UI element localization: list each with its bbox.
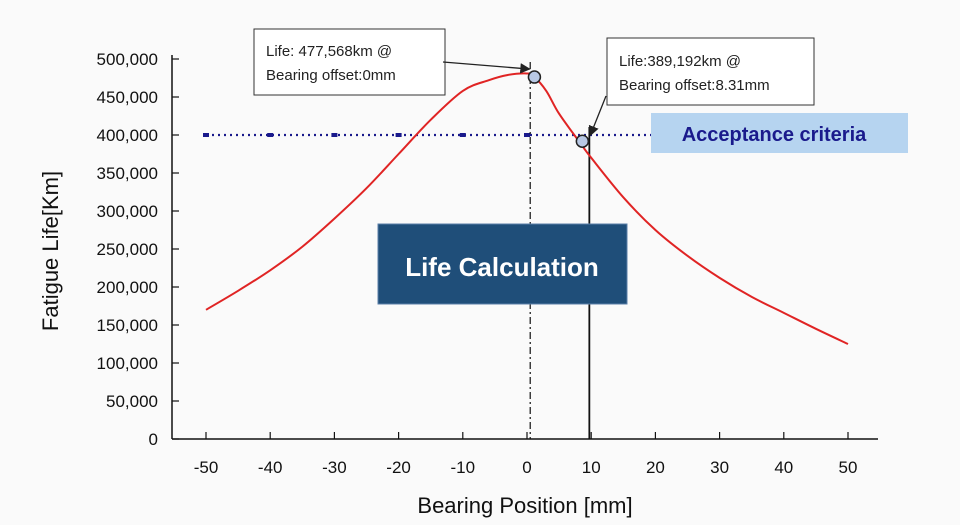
y-tick-label: 50,000 bbox=[106, 392, 158, 411]
y-tick-label: 300,000 bbox=[97, 202, 158, 221]
annotations-group: Life: 477,568km @ Bearing offset:0mm Life:… bbox=[253, 28, 815, 137]
x-tick-label: -40 bbox=[258, 458, 283, 477]
y-tick-label: 200,000 bbox=[97, 278, 158, 297]
y-tick-label: 500,000 bbox=[97, 50, 158, 69]
peak-life-point bbox=[527, 70, 542, 84]
x-tick-label: 20 bbox=[646, 458, 665, 477]
life-calculation-box bbox=[377, 223, 628, 305]
y-tick-label: 150,000 bbox=[97, 316, 158, 335]
offset-life-point bbox=[575, 134, 590, 148]
overlay-group: Life Calculation bbox=[377, 223, 628, 305]
peak-annotation-line2: Bearing offset:0mm bbox=[266, 67, 396, 84]
x-tick-label: -10 bbox=[451, 458, 476, 477]
y-tick-label: 0 bbox=[149, 430, 158, 449]
y-tick-label: 400,000 bbox=[97, 126, 158, 145]
peak-annotation-arrow bbox=[442, 61, 531, 74]
acceptance-line-group: Acceptance criteria bbox=[203, 113, 908, 153]
x-tick-label: 40 bbox=[774, 458, 793, 477]
acceptance-line-marker bbox=[203, 133, 209, 137]
acceptance-line-marker bbox=[331, 133, 338, 137]
acceptance-line-marker bbox=[267, 133, 274, 137]
y-tick-label: 350,000 bbox=[97, 164, 158, 183]
offset-annotation-line2: Bearing offset:8.31mm bbox=[619, 77, 770, 94]
y-axis-title: Fatigue Life[Km] bbox=[38, 171, 63, 331]
peak-annotation-line1: Life: 477,568km @ bbox=[266, 43, 392, 60]
x-axis-title: Bearing Position [mm] bbox=[417, 493, 632, 518]
peak-annotation-box bbox=[253, 28, 446, 96]
offset-annotation-line1: Life:389,192km @ bbox=[619, 53, 741, 70]
x-tick-label: 30 bbox=[710, 458, 729, 477]
axes-group: 0 50,000 100,000 150,000 200,000 250,000 300,0… bbox=[38, 50, 878, 518]
curve-group bbox=[205, 70, 849, 345]
acceptance-line-marker bbox=[459, 133, 466, 137]
life-calculation-label: Life Calculation bbox=[405, 252, 599, 282]
offset-annotation-box bbox=[606, 37, 815, 106]
x-tick-label: -30 bbox=[322, 458, 347, 477]
x-tick-label: 50 bbox=[839, 458, 858, 477]
x-tick-label: 10 bbox=[582, 458, 601, 477]
y-tick-label: 450,000 bbox=[97, 88, 158, 107]
y-tick-label: 100,000 bbox=[97, 354, 158, 373]
acceptance-criteria-label: Acceptance criteria bbox=[682, 124, 867, 146]
x-tick-label: 0 bbox=[522, 458, 531, 477]
acceptance-line-marker bbox=[524, 133, 530, 137]
acceptance-line-marker bbox=[395, 133, 402, 137]
acceptance-criteria-label-bg bbox=[651, 113, 908, 153]
y-tick-label: 250,000 bbox=[97, 240, 158, 259]
x-tick-label: -50 bbox=[194, 458, 219, 477]
x-tick-label: -20 bbox=[386, 458, 411, 477]
offset-annotation-arrow bbox=[588, 95, 607, 137]
